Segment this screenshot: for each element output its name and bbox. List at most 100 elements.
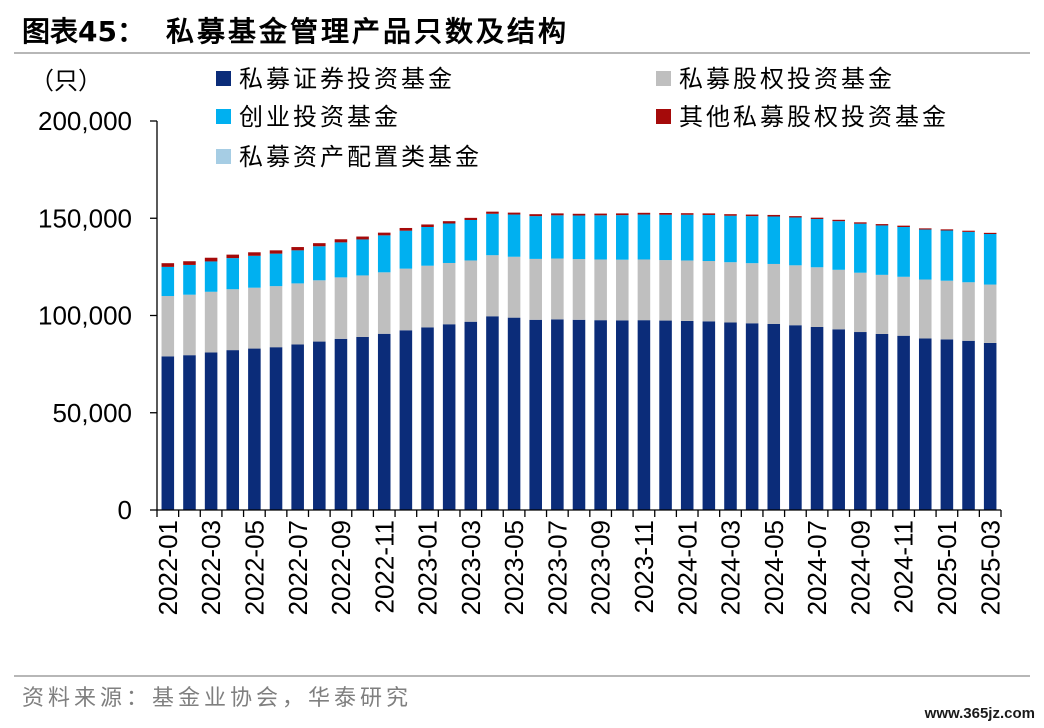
bar-segment-series3-2022-08 — [313, 243, 326, 247]
bar-segment-series0-2025-02 — [962, 340, 975, 510]
bar-segment-series3-2024-11 — [897, 225, 910, 227]
bar-segment-series2-2024-05 — [767, 216, 781, 264]
x-tick-label: 2024-11 — [889, 520, 919, 614]
x-tick-label: 2023-09 — [586, 520, 616, 615]
bar-segment-series1-2024-09 — [854, 272, 867, 333]
bar-segment-series0-2023-08 — [572, 319, 586, 510]
x-tick-label: 2022-09 — [326, 520, 356, 615]
bar-segment-series3-2022-11 — [377, 232, 391, 236]
bar-segment-series2-2022-12 — [399, 230, 413, 269]
bar-segment-series1-2024-06 — [789, 265, 802, 326]
bars — [161, 211, 997, 510]
bar-segment-series0-2025-03 — [983, 342, 997, 510]
bar-segment-series1-2022-12 — [399, 268, 413, 331]
legend-swatch — [216, 149, 231, 164]
legend-item-asset-allocation: 私募资产配置类基金 — [216, 143, 479, 171]
bar-segment-series0-2022-02 — [183, 355, 196, 510]
x-tick-label: 2022-11 — [369, 520, 399, 614]
bar-segment-series0-2024-07 — [810, 326, 824, 510]
bar-segment-series1-2024-04 — [745, 263, 759, 324]
bar-segment-series0-2022-11 — [377, 333, 391, 510]
bar-segment-series2-2022-09 — [334, 242, 348, 278]
bar-segment-series3-2023-10 — [616, 213, 629, 216]
bar-segment-series0-2023-04 — [486, 316, 499, 510]
bar-segment-series0-2023-03 — [464, 321, 478, 510]
bar-segment-series1-2022-10 — [356, 275, 369, 337]
bar-segment-series3-2023-04 — [486, 211, 499, 214]
x-tick-label: 2023-01 — [413, 520, 443, 615]
bar-segment-series0-2022-09 — [334, 338, 348, 510]
x-tick-label: 2023-05 — [499, 520, 529, 615]
bar-segment-series2-2024-11 — [897, 227, 910, 277]
bar-segment-series3-2023-08 — [572, 213, 586, 216]
bar-segment-series1-2022-03 — [204, 291, 218, 353]
bar-segment-series0-2023-07 — [551, 319, 564, 510]
bar-segment-series1-2024-05 — [767, 263, 781, 324]
y-tick-label: 200,000 — [38, 106, 132, 136]
x-tick-label: 2022-01 — [153, 520, 183, 615]
bar-segment-series2-2023-03 — [464, 220, 478, 261]
bar-segment-series2-2023-06 — [529, 216, 542, 259]
bar-segment-series2-2023-10 — [616, 215, 629, 260]
bar-segment-series1-2023-03 — [464, 260, 478, 322]
bar-segment-series0-2024-08 — [832, 329, 845, 510]
bar-segment-series0-2023-11 — [637, 320, 651, 510]
bar-segment-series2-2024-06 — [789, 217, 802, 266]
bar-segment-series0-2024-12 — [918, 338, 932, 510]
bar-segment-series0-2023-06 — [529, 319, 542, 510]
bar-segment-series2-2022-05 — [248, 255, 261, 288]
bar-segment-series3-2022-03 — [204, 257, 218, 262]
bar-segment-series2-2024-07 — [810, 219, 824, 268]
bar-segment-series0-2024-04 — [745, 323, 759, 510]
bar-segment-series1-2023-10 — [616, 259, 629, 321]
legend-label: 私募证券投资基金 — [239, 65, 455, 93]
x-tick-label: 2024-09 — [845, 520, 875, 615]
x-tick-label: 2025-03 — [975, 520, 1005, 615]
bar-segment-series1-2023-08 — [572, 259, 586, 320]
bar-segment-series1-2022-06 — [269, 286, 283, 348]
bar-segment-series2-2023-07 — [551, 215, 564, 259]
bar-segment-series1-2022-08 — [313, 280, 326, 342]
y-tick-label: 0 — [118, 495, 132, 525]
bar-segment-series1-2023-09 — [594, 259, 607, 321]
bar-segment-series2-2022-08 — [313, 246, 326, 281]
bar-segment-series1-2023-11 — [637, 259, 651, 321]
bar-segment-series1-2022-04 — [226, 289, 240, 351]
legend-label: 创业投资基金 — [239, 103, 401, 131]
bar-segment-series2-2023-05 — [507, 214, 521, 257]
bar-segment-series0-2022-01 — [161, 356, 175, 510]
x-tick-label: 2022-05 — [239, 520, 269, 615]
bar-segment-series3-2024-12 — [918, 228, 932, 230]
bar-segment-series3-2023-02 — [442, 221, 456, 224]
bar-segment-series2-2022-04 — [226, 258, 240, 290]
chart-title: 私募基金管理产品只数及结构 — [166, 15, 569, 48]
bar-segment-series3-2024-04 — [745, 214, 759, 217]
bar-segment-series3-2024-08 — [832, 219, 845, 222]
legend-item-private-equity: 私募股权投资基金 — [656, 65, 892, 93]
bar-segment-series1-2023-01 — [421, 265, 434, 328]
legend-item-other-private-equity: 其他私募股权投资基金 — [656, 103, 946, 131]
bar-segment-series1-2025-01 — [940, 280, 954, 340]
bar-segment-series2-2024-08 — [832, 221, 845, 270]
bar-segment-series3-2022-12 — [399, 227, 413, 231]
bar-segment-series0-2022-12 — [399, 330, 413, 510]
bar-segment-series2-2024-02 — [702, 214, 716, 262]
bar-segment-series1-2023-02 — [442, 262, 456, 325]
bar-segment-series0-2024-05 — [767, 323, 781, 510]
bar-segment-series3-2024-07 — [810, 217, 824, 220]
bar-segment-series2-2024-10 — [875, 225, 889, 275]
bar-segment-series3-2022-09 — [334, 239, 348, 243]
bar-segment-series3-2025-02 — [962, 230, 975, 232]
bar-segment-series3-2023-09 — [594, 213, 607, 216]
legend-swatch — [656, 109, 671, 124]
bar-segment-series2-2024-03 — [724, 215, 737, 263]
bar-segment-series0-2023-01 — [421, 327, 434, 510]
bar-segment-series1-2023-04 — [486, 255, 499, 317]
bar-segment-series2-2024-04 — [745, 216, 759, 264]
bar-segment-series3-2023-07 — [551, 213, 564, 216]
legend-item-securities: 私募证券投资基金 — [216, 65, 455, 93]
bar-segment-series3-2022-06 — [269, 250, 283, 254]
x-tick-label: 2023-07 — [542, 520, 572, 615]
bar-segment-series3-2023-03 — [464, 217, 478, 220]
y-tick-label: 100,000 — [38, 301, 132, 331]
